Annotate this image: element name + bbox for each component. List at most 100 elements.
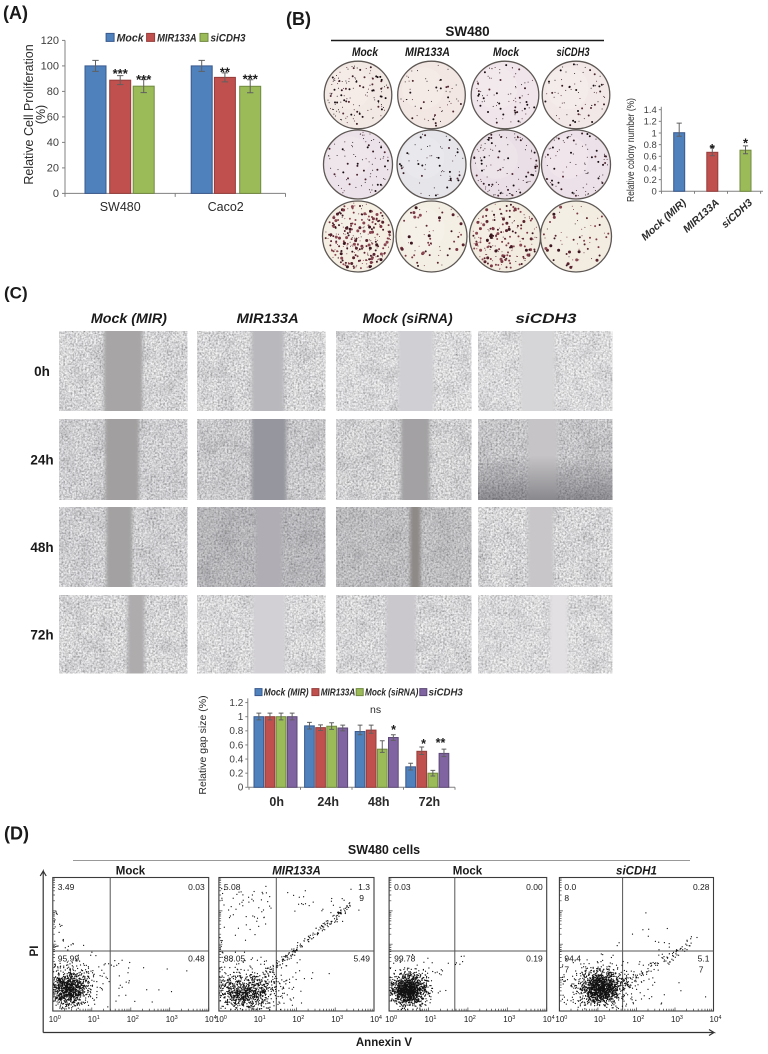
svg-text:PI: PI — [29, 946, 41, 957]
svg-text:***: *** — [113, 66, 129, 81]
svg-text:0.19: 0.19 — [526, 954, 543, 964]
svg-text:0.2: 0.2 — [644, 175, 657, 186]
svg-text:***: *** — [136, 72, 152, 87]
svg-text:siCDH1: siCDH1 — [616, 866, 657, 878]
svg-text:Mock: Mock — [493, 47, 520, 59]
svg-text:24h: 24h — [30, 453, 53, 468]
svg-text:101: 101 — [254, 1015, 266, 1024]
svg-text:Mock (siRNA): Mock (siRNA) — [363, 311, 454, 326]
svg-text:104: 104 — [543, 1015, 555, 1024]
svg-text:103: 103 — [166, 1015, 178, 1024]
svg-text:Relative colony number (%): Relative colony number (%) — [626, 98, 637, 202]
svg-text:101: 101 — [594, 1015, 606, 1024]
svg-text:0.4: 0.4 — [644, 163, 657, 174]
svg-text:SW480 cells: SW480 cells — [348, 843, 420, 857]
svg-text:Caco2: Caco2 — [208, 200, 244, 214]
svg-text:9: 9 — [359, 893, 364, 903]
svg-text:*: * — [391, 723, 396, 737]
svg-text:20: 20 — [47, 163, 59, 175]
svg-text:Relative gap size (%): Relative gap size (%) — [197, 695, 209, 794]
svg-text:120: 120 — [41, 35, 59, 47]
svg-text:60: 60 — [47, 112, 59, 124]
svg-text:siCDH3: siCDH3 — [429, 688, 464, 699]
svg-text:100: 100 — [41, 61, 59, 73]
svg-text:SW480: SW480 — [100, 200, 141, 214]
svg-text:MIR133A: MIR133A — [157, 32, 197, 44]
svg-text:**: ** — [220, 65, 231, 80]
svg-text:0.4: 0.4 — [229, 754, 243, 765]
svg-text:1.4: 1.4 — [644, 105, 657, 116]
svg-text:(B): (B) — [286, 9, 311, 29]
svg-text:siCDH3: siCDH3 — [557, 47, 590, 59]
svg-text:103: 103 — [331, 1015, 343, 1024]
svg-text:1.3: 1.3 — [358, 882, 370, 892]
svg-text:siCDH3: siCDH3 — [515, 311, 577, 326]
svg-text:88.05: 88.05 — [224, 954, 246, 964]
svg-text:80: 80 — [47, 86, 59, 98]
svg-text:0: 0 — [652, 187, 657, 198]
svg-text:(D): (D) — [4, 824, 29, 844]
svg-text:104: 104 — [370, 1015, 382, 1024]
svg-text:0.6: 0.6 — [644, 152, 657, 163]
svg-text:Mock (siRNA): Mock (siRNA) — [365, 688, 419, 699]
svg-text:48h: 48h — [368, 795, 390, 809]
svg-text:ns: ns — [370, 704, 381, 716]
svg-text:0.6: 0.6 — [229, 740, 243, 751]
svg-text:103: 103 — [503, 1015, 515, 1024]
svg-text:101: 101 — [88, 1015, 100, 1024]
svg-text:Annexin V: Annexin V — [356, 1037, 413, 1049]
svg-text:0h: 0h — [269, 795, 284, 809]
svg-text:72h: 72h — [419, 795, 441, 809]
svg-text:100: 100 — [385, 1015, 397, 1024]
svg-text:100: 100 — [555, 1015, 567, 1024]
svg-text:(C): (C) — [4, 283, 28, 302]
svg-text:*: * — [710, 141, 716, 156]
svg-text:0.0: 0.0 — [564, 882, 576, 892]
svg-text:siCDH3: siCDH3 — [719, 197, 755, 231]
svg-text:(A): (A) — [3, 3, 28, 23]
svg-text:0.48: 0.48 — [188, 954, 205, 964]
svg-text:MIR133A: MIR133A — [681, 197, 722, 236]
svg-text:100: 100 — [215, 1015, 227, 1024]
svg-text:Mock: Mock — [352, 47, 379, 59]
svg-text:1: 1 — [652, 128, 657, 139]
svg-text:MIR133A: MIR133A — [237, 311, 299, 326]
svg-text:MIR133A: MIR133A — [405, 47, 450, 59]
svg-text:8: 8 — [564, 893, 569, 903]
svg-text:0.03: 0.03 — [188, 882, 205, 892]
svg-text:0.8: 0.8 — [644, 140, 657, 151]
svg-text:48h: 48h — [30, 540, 53, 555]
svg-text:MIR133A: MIR133A — [321, 688, 356, 699]
svg-text:0.00: 0.00 — [526, 882, 543, 892]
svg-text:95.99: 95.99 — [58, 954, 80, 964]
svg-text:Mock (MIR): Mock (MIR) — [264, 688, 309, 699]
svg-text:101: 101 — [425, 1015, 437, 1024]
svg-text:Mock: Mock — [117, 32, 145, 44]
svg-text:5.08: 5.08 — [224, 882, 241, 892]
svg-text:1.2: 1.2 — [229, 698, 243, 709]
svg-text:7: 7 — [564, 965, 569, 975]
svg-text:Mock: Mock — [116, 866, 146, 878]
svg-text:7: 7 — [699, 965, 704, 975]
svg-text:102: 102 — [127, 1015, 139, 1024]
svg-text:1.2: 1.2 — [644, 117, 657, 128]
svg-text:*: * — [421, 737, 426, 751]
svg-text:*: * — [743, 136, 749, 151]
svg-text:SW480: SW480 — [445, 24, 489, 39]
svg-text:100: 100 — [49, 1015, 61, 1024]
svg-text:0.03: 0.03 — [394, 882, 411, 892]
svg-text:**: ** — [436, 736, 446, 750]
svg-text:5.1: 5.1 — [698, 954, 710, 964]
svg-text:0.2: 0.2 — [229, 769, 243, 780]
svg-text:Relative Cell Proliferation(%): Relative Cell Proliferation(%) — [22, 44, 48, 184]
svg-text:Mock: Mock — [453, 866, 483, 878]
svg-text:***: *** — [243, 72, 259, 87]
svg-text:94.4: 94.4 — [564, 954, 581, 964]
svg-text:40: 40 — [47, 137, 59, 149]
svg-text:Mock (MIR): Mock (MIR) — [91, 311, 168, 326]
svg-text:Mock (MIR): Mock (MIR) — [639, 196, 689, 243]
svg-text:0: 0 — [53, 188, 59, 200]
svg-text:0.28: 0.28 — [693, 882, 710, 892]
svg-text:103: 103 — [671, 1015, 683, 1024]
svg-text:siCDH3: siCDH3 — [211, 32, 246, 44]
